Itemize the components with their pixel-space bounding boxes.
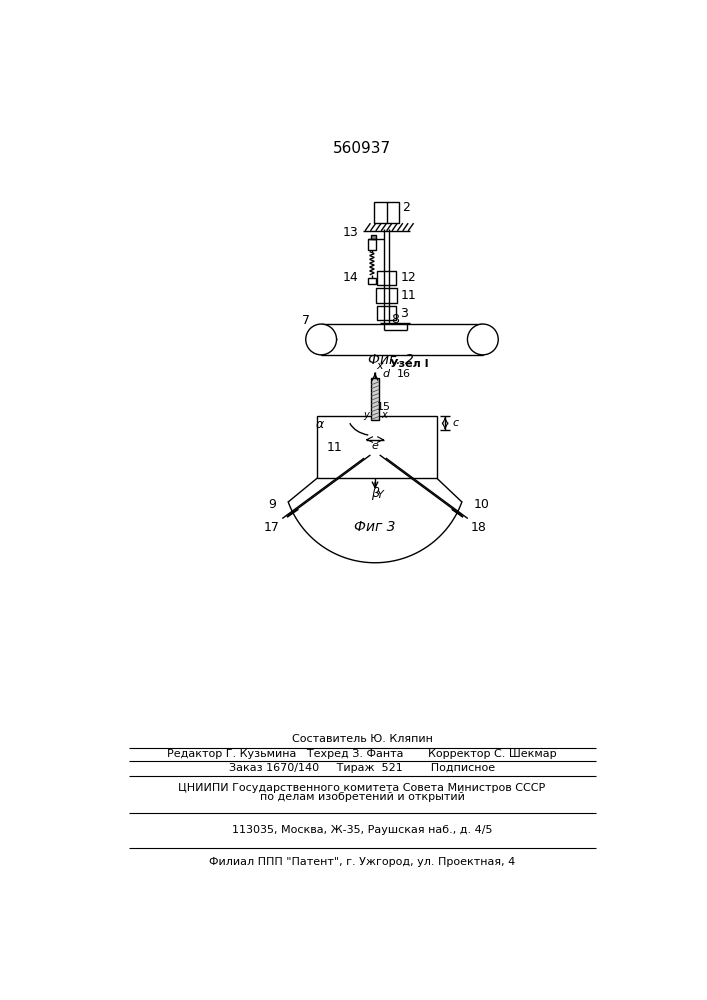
Text: Узел I: Узел I (390, 359, 429, 369)
Text: по делам изобретений и открытий: по делам изобретений и открытий (259, 792, 464, 802)
Text: 14: 14 (343, 271, 359, 284)
Text: 15: 15 (377, 402, 390, 412)
Text: 560937: 560937 (333, 141, 391, 156)
Text: 3: 3 (400, 307, 409, 320)
Text: 113035, Москва, Ж-35, Раушская наб., д. 4/5: 113035, Москва, Ж-35, Раушская наб., д. … (232, 825, 492, 835)
Text: 2: 2 (402, 201, 410, 214)
Text: e: e (372, 441, 378, 451)
Text: 17: 17 (263, 521, 279, 534)
Bar (378, 271, 396, 285)
Text: 7: 7 (303, 314, 310, 327)
Text: d: d (382, 369, 390, 379)
Bar (368, 239, 376, 250)
Text: y: y (363, 410, 369, 420)
Text: 10: 10 (474, 498, 490, 511)
Text: Фиг. 2: Фиг. 2 (368, 353, 414, 367)
Text: Y: Y (377, 490, 383, 500)
Bar (368, 278, 376, 284)
Bar (371, 378, 379, 420)
Text: 9: 9 (268, 498, 276, 511)
Text: c: c (452, 418, 459, 428)
Text: 18: 18 (471, 521, 487, 534)
Text: 13: 13 (343, 226, 359, 239)
Text: x: x (381, 410, 387, 420)
Bar (371, 235, 376, 239)
Text: Заказ 1670/140     Тираж  521        Подписное: Заказ 1670/140 Тираж 521 Подписное (229, 763, 495, 773)
Text: Редактор Г. Кузьмина   Техред З. Фанта       Корректор С. Шекмар: Редактор Г. Кузьмина Техред З. Фанта Кор… (167, 749, 557, 759)
Circle shape (467, 324, 498, 355)
Text: α: α (315, 418, 324, 431)
Bar (376, 288, 397, 303)
Text: 11: 11 (400, 289, 416, 302)
Bar (374, 202, 399, 223)
Text: Фиг 3: Фиг 3 (354, 520, 396, 534)
Text: Филиал ППП "Патент", г. Ужгород, ул. Проектная, 4: Филиал ППП "Патент", г. Ужгород, ул. Про… (209, 857, 515, 867)
Text: 11: 11 (327, 441, 343, 454)
Text: x: x (377, 361, 383, 371)
Text: ЦНИИПИ Государственного комитета Совета Министров СССР: ЦНИИПИ Государственного комитета Совета … (178, 783, 546, 793)
Bar (378, 306, 396, 320)
Bar (317, 416, 437, 478)
Circle shape (305, 324, 337, 355)
Text: Составитель Ю. Кляпин: Составитель Ю. Кляпин (291, 734, 433, 744)
Text: 12: 12 (400, 271, 416, 284)
Text: 16: 16 (397, 369, 411, 379)
Text: 8: 8 (391, 313, 399, 326)
Text: β: β (371, 487, 379, 500)
